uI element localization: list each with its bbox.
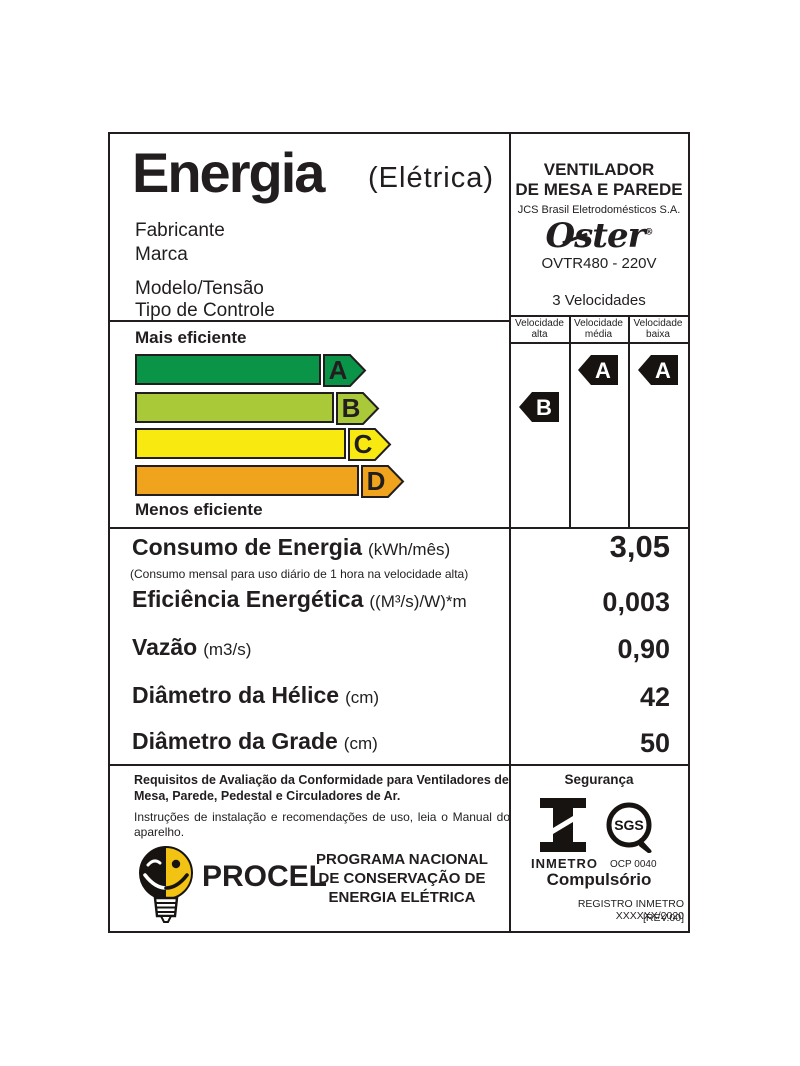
metric-vazao-unit: (m3/s)	[203, 640, 252, 659]
efficiency-arrow-b-icon: B	[336, 392, 380, 425]
metric-helice-label: Diâmetro da Hélice	[132, 682, 340, 708]
registered-mark: ®	[644, 227, 654, 238]
speed-col-header-media: Velocidade média	[569, 318, 628, 340]
metric-vazao-value: 0,90	[617, 634, 670, 664]
efficiency-bar-d	[135, 465, 359, 496]
field-tipo-controle: Tipo de Controle	[135, 300, 275, 321]
speed-rating-arrow-alta-icon: B	[519, 392, 559, 422]
product-category: VENTILADOR DE MESA E PAREDE	[510, 160, 688, 200]
metric-eficiencia-unit: ((M³/s)/W)*m	[369, 592, 467, 611]
left-header-divider	[110, 320, 509, 322]
efficiency-bar-c	[135, 428, 346, 459]
less-efficient-label: Menos eficiente	[135, 500, 263, 519]
metric-helice-unit: (cm)	[345, 688, 380, 707]
speed-col-header-baixa-l1: Velocidade	[633, 318, 683, 329]
field-marca: Marca	[135, 244, 188, 265]
footer-top-line	[110, 764, 688, 766]
instructions-text: Instruções de instalação e recomendações…	[134, 810, 510, 839]
speed-col-header-media-l1: Velocidade	[574, 318, 623, 329]
metric-consumo-label: Consumo de Energia	[132, 534, 363, 560]
efficiency-arrow-a-icon: A	[323, 354, 367, 387]
efficiency-arrow-c-icon: C	[348, 428, 392, 461]
field-fabricante: Fabricante	[135, 220, 225, 241]
svg-text:A: A	[655, 358, 671, 383]
revision-text: [REV.00]	[642, 912, 684, 924]
registro-inmetro-text: REGISTRO INMETRO XXXXXX/2020	[577, 898, 684, 922]
metrics-top-line	[110, 527, 688, 529]
brand-name: Oster	[545, 216, 645, 256]
page-title: Energia	[132, 141, 325, 204]
programa-line1: PROGRAMA NACIONAL	[316, 851, 488, 868]
speed-col-header-baixa-l2: baixa	[646, 329, 670, 340]
inmetro-label: INMETRO	[531, 856, 598, 871]
metric-grade-label: Diâmetro da Grade	[132, 728, 338, 754]
efficiency-bar-a	[135, 354, 321, 385]
speeds-count: 3 Velocidades	[552, 292, 646, 309]
programa-line2: DE CONSERVAÇÃO DE	[318, 870, 486, 887]
speed-col-header-media-l2: média	[584, 329, 613, 340]
product-category-line2: DE MESA E PAREDE	[515, 180, 683, 199]
sgs-logo-icon: SGS	[606, 802, 652, 853]
metric-consumo: Consumo de Energia (kWh/mês)	[132, 534, 450, 561]
efficiency-bar-b	[135, 392, 334, 423]
inmetro-logo-icon	[540, 798, 586, 852]
svg-text:C: C	[354, 429, 373, 459]
svg-text:B: B	[536, 395, 552, 420]
metric-eficiencia: Eficiência Energética ((M³/s)/W)*m	[132, 586, 467, 613]
model-voltage: OVTR480 - 220V	[541, 255, 657, 272]
oster-logo: Oster®	[510, 216, 688, 256]
speed-col-header-alta-l1: Velocidade	[515, 318, 564, 329]
metric-consumo-note: (Consumo mensal para uso diário de 1 hor…	[130, 567, 469, 581]
svg-text:D: D	[367, 466, 386, 496]
ocp-number: OCP 0040	[610, 859, 657, 870]
svg-text:SGS: SGS	[614, 817, 644, 833]
seguranca-label: Segurança	[564, 772, 634, 787]
speed-col-divider-1	[569, 315, 571, 527]
procel-bulb-icon	[139, 846, 193, 923]
manufacturer-name: JCS Brasil Eletrodomésticos S.A.	[517, 204, 681, 216]
metric-eficiencia-value: 0,003	[602, 587, 670, 617]
svg-text:A: A	[595, 358, 611, 383]
programa-nacional-text: PROGRAMA NACIONAL DE CONSERVAÇÃO DE ENER…	[306, 850, 498, 907]
speed-col-header-alta-l2: alta	[531, 329, 548, 340]
metric-grade-value: 50	[639, 728, 670, 758]
programa-line3: ENERGIA ELÉTRICA	[328, 889, 476, 906]
svg-text:A: A	[329, 355, 348, 385]
metric-helice: Diâmetro da Hélice (cm)	[132, 682, 379, 709]
compulsorio-label: Compulsório	[546, 870, 652, 889]
metric-consumo-unit: (kWh/mês)	[368, 540, 451, 559]
field-modelo-tensao: Modelo/Tensão	[135, 278, 264, 299]
metric-eficiencia-label: Eficiência Energética	[132, 586, 364, 612]
metric-consumo-value: 3,05	[609, 529, 670, 564]
metric-vazao-label: Vazão	[132, 634, 198, 660]
speed-col-header-baixa: Velocidade baixa	[628, 318, 688, 340]
speed-col-divider-2	[628, 315, 630, 527]
procel-wordmark: PROCEL	[202, 860, 328, 893]
metric-vazao: Vazão (m3/s)	[132, 634, 251, 661]
efficiency-arrow-d-icon: D	[361, 465, 405, 498]
metric-helice-value: 42	[639, 682, 670, 712]
svg-text:B: B	[342, 393, 361, 423]
metric-grade-unit: (cm)	[343, 734, 378, 753]
speed-rating-arrow-baixa-icon: A	[638, 355, 678, 385]
more-efficient-label: Mais eficiente	[135, 328, 247, 347]
page-title-qualifier: (Elétrica)	[368, 162, 495, 194]
main-vertical-divider	[509, 134, 511, 931]
energy-label: Energia (Elétrica) Fabricante Marca Mode…	[108, 132, 690, 933]
speed-header-top-line	[509, 315, 688, 317]
conformity-requirements-text: Requisitos de Avaliação da Conformidade …	[134, 773, 509, 803]
product-category-line1: VENTILADOR	[543, 160, 655, 179]
speed-header-bottom-line	[509, 342, 688, 344]
speed-col-header-alta: Velocidade alta	[510, 318, 569, 340]
metric-grade: Diâmetro da Grade (cm)	[132, 728, 378, 755]
speed-rating-arrow-media-icon: A	[578, 355, 618, 385]
